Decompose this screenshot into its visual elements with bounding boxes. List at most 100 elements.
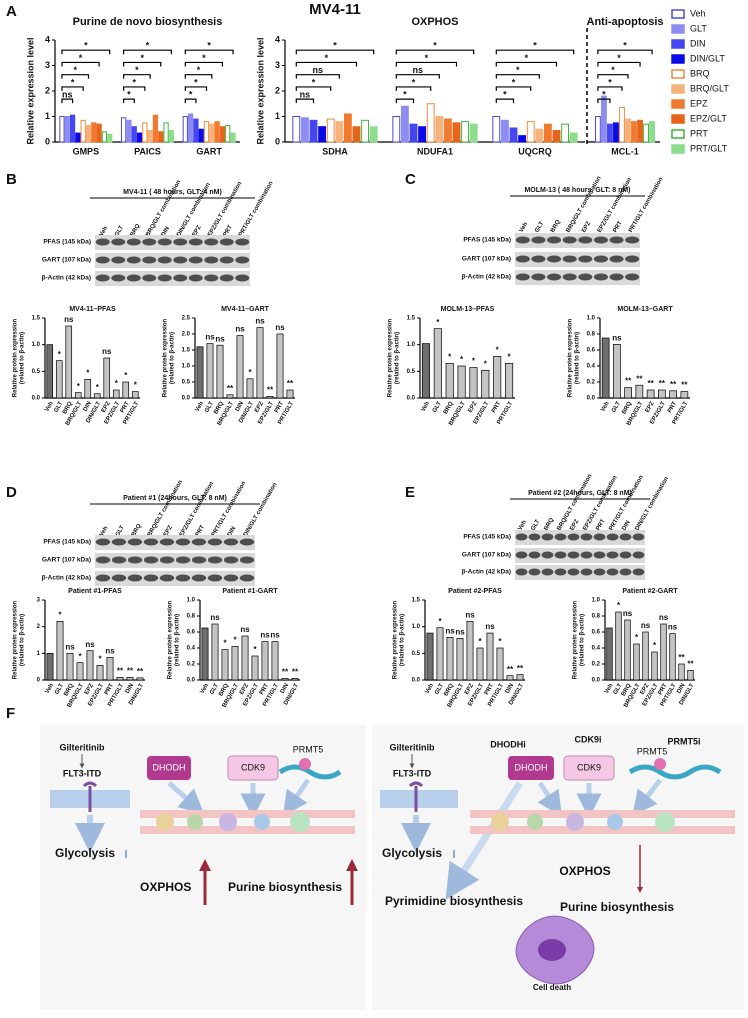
bar	[613, 122, 619, 143]
glycolysis-label: Glycolysis	[382, 846, 442, 860]
bar	[106, 656, 114, 681]
legend-label: Veh	[690, 8, 706, 18]
x-tick-label: DIN	[280, 683, 290, 695]
lane-label: Veh	[519, 221, 530, 234]
chart-title: MV4-11–GART	[221, 306, 270, 313]
y-tick-label: 0.8	[187, 614, 196, 620]
significance: *	[602, 90, 606, 100]
bracket	[597, 49, 653, 55]
bracket	[295, 98, 315, 104]
bar	[309, 119, 318, 143]
y-tick-label: 0	[45, 136, 50, 146]
bar	[251, 655, 259, 681]
blot-band	[111, 274, 126, 282]
blot-band	[547, 255, 562, 263]
bar	[433, 328, 442, 399]
blot-band	[609, 255, 624, 263]
bar	[535, 128, 544, 143]
lane-label: PRT/GLT combination	[628, 176, 665, 233]
significance: ns	[465, 610, 475, 619]
blot-band	[515, 255, 530, 263]
x-tick-label: PAICS	[134, 146, 161, 156]
bar	[509, 127, 518, 143]
bar	[518, 135, 527, 143]
blot-band	[175, 556, 191, 564]
blot-band	[159, 538, 175, 546]
bar	[276, 333, 284, 399]
significance: *	[525, 53, 529, 63]
x-tick-label: GLT	[209, 683, 220, 696]
y-tick-label: 0.8	[587, 332, 596, 338]
significance: *	[623, 41, 627, 51]
significance: *	[496, 346, 500, 355]
y-tick-label: 1.0	[407, 342, 416, 348]
blot-band	[142, 274, 157, 282]
y-axis-label: Relative protein expression	[388, 318, 394, 397]
lane-label: PRT	[223, 224, 234, 238]
blot-row-label: PFAS (145 kDa)	[43, 239, 91, 246]
bracket	[597, 86, 623, 91]
significance: ns	[240, 625, 250, 634]
x-tick-label: PRT	[274, 400, 285, 414]
blot-band	[173, 256, 188, 264]
bar	[469, 367, 478, 399]
bar	[147, 130, 153, 143]
significance: *	[478, 637, 482, 646]
significance: *	[412, 77, 416, 87]
significance: **	[659, 379, 666, 388]
bar	[493, 356, 502, 399]
significance: **	[681, 381, 688, 390]
chart-title: MOLM-13–GART	[617, 306, 673, 313]
blot-band	[157, 256, 172, 264]
y-tick-label: 0.0	[412, 678, 421, 684]
significance: ns	[62, 90, 73, 100]
significance: *	[472, 357, 476, 366]
x-tick-label: GLT	[432, 401, 443, 414]
bracket	[395, 86, 432, 91]
bracket	[395, 74, 440, 79]
lane-label: EPZ	[192, 224, 203, 237]
blot-row-label: GART (107 kDa)	[462, 256, 511, 263]
blot-row-label: GART (107 kDa)	[42, 557, 91, 564]
bar	[266, 396, 274, 399]
x-tick-label: Veh	[420, 401, 431, 414]
y-axis-label: Relative expression level	[25, 37, 35, 144]
blot-strip	[515, 252, 640, 267]
bar	[196, 346, 204, 399]
y-tick-label: 2.5	[182, 316, 191, 322]
chart-title: OXPHOS	[411, 16, 458, 28]
bar	[426, 632, 434, 681]
significance: **	[517, 664, 524, 673]
y-axis-label: (related to β-actin)	[395, 332, 401, 384]
blot-band	[593, 568, 606, 576]
oxphos-label: OXPHOS	[559, 864, 610, 878]
blot-band	[606, 551, 619, 559]
dhodh-label: DHODH	[153, 762, 186, 772]
significance: *	[333, 41, 337, 51]
chart-title: Patient #1-PFAS	[68, 588, 122, 595]
drug-label: Gilteritinib	[60, 742, 106, 752]
x-tick-label: DIN	[235, 401, 245, 413]
legend-label: DIN	[690, 38, 706, 48]
figure-title: MV4-11	[309, 1, 361, 18]
significance: *	[146, 41, 150, 51]
legend-swatch	[671, 24, 685, 34]
y-tick-label: 0.2	[592, 662, 601, 668]
y-tick-label: 1.0	[182, 364, 191, 370]
blot-band	[219, 238, 234, 246]
significance: *	[312, 77, 316, 87]
x-tick-label: DIN	[676, 683, 686, 695]
significance: *	[403, 90, 407, 100]
bracket	[295, 61, 358, 67]
bar	[607, 123, 613, 143]
significance: *	[58, 350, 62, 359]
cdk9-box	[563, 755, 615, 781]
legend-swatch	[671, 84, 685, 94]
blot-band	[223, 574, 239, 582]
lane-label: EPZ	[581, 220, 592, 233]
chart-title: Patient #2-PFAS	[448, 588, 502, 595]
blot-band	[531, 236, 546, 244]
chart-title: MV4-11–PFAS	[69, 306, 116, 313]
blot-band	[143, 538, 159, 546]
lane-label: Veh	[99, 525, 110, 538]
